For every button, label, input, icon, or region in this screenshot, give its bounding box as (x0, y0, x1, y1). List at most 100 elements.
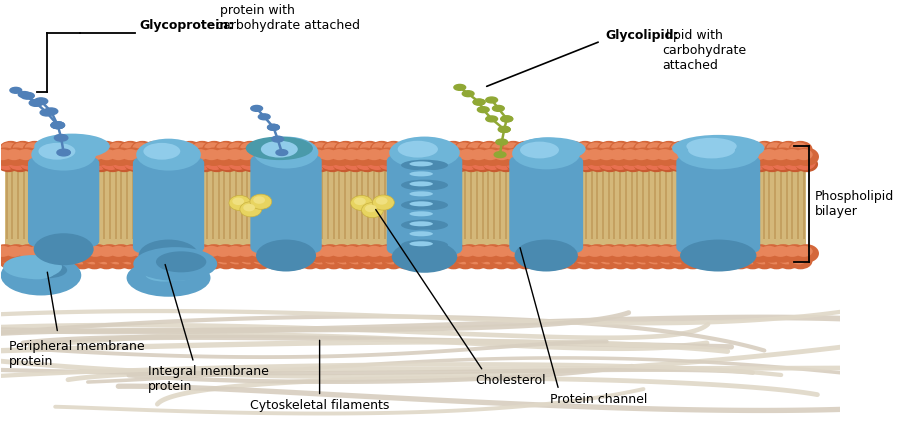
Ellipse shape (353, 149, 371, 160)
Ellipse shape (430, 253, 453, 269)
Ellipse shape (610, 246, 627, 257)
Ellipse shape (436, 155, 458, 170)
Ellipse shape (563, 149, 581, 160)
Ellipse shape (401, 180, 448, 191)
Circle shape (51, 122, 65, 128)
Ellipse shape (699, 148, 721, 163)
Ellipse shape (609, 253, 633, 269)
Ellipse shape (33, 233, 93, 265)
Ellipse shape (227, 253, 250, 269)
Ellipse shape (51, 149, 69, 160)
Ellipse shape (100, 149, 122, 165)
Ellipse shape (61, 142, 77, 153)
Ellipse shape (0, 156, 20, 172)
Ellipse shape (61, 254, 77, 264)
Ellipse shape (106, 253, 130, 269)
Ellipse shape (376, 244, 401, 263)
Ellipse shape (49, 142, 65, 153)
Ellipse shape (228, 142, 245, 153)
Ellipse shape (214, 253, 238, 269)
Ellipse shape (551, 155, 573, 170)
Ellipse shape (25, 142, 41, 153)
Ellipse shape (470, 149, 487, 160)
Ellipse shape (369, 141, 394, 157)
Ellipse shape (715, 156, 737, 172)
Circle shape (493, 105, 504, 111)
Ellipse shape (348, 254, 364, 264)
Ellipse shape (690, 155, 712, 170)
Ellipse shape (493, 246, 511, 257)
Ellipse shape (784, 156, 806, 172)
Ellipse shape (645, 141, 669, 157)
Ellipse shape (735, 149, 758, 165)
Ellipse shape (168, 148, 189, 163)
Ellipse shape (262, 141, 286, 157)
Ellipse shape (726, 156, 749, 172)
Ellipse shape (481, 149, 503, 165)
Ellipse shape (67, 156, 89, 172)
Circle shape (276, 149, 288, 156)
Ellipse shape (585, 141, 609, 157)
Ellipse shape (749, 156, 771, 172)
Ellipse shape (412, 149, 434, 165)
Ellipse shape (178, 244, 203, 263)
Ellipse shape (790, 254, 807, 264)
Ellipse shape (0, 148, 15, 163)
Ellipse shape (453, 141, 477, 157)
Ellipse shape (276, 254, 292, 264)
Ellipse shape (794, 244, 819, 263)
Ellipse shape (307, 148, 328, 163)
Ellipse shape (573, 148, 594, 163)
Ellipse shape (435, 149, 452, 160)
Ellipse shape (597, 141, 621, 157)
Ellipse shape (142, 141, 166, 157)
Ellipse shape (0, 244, 17, 263)
Ellipse shape (527, 148, 552, 166)
Ellipse shape (156, 148, 177, 163)
Ellipse shape (635, 142, 652, 153)
Ellipse shape (155, 148, 180, 166)
Ellipse shape (550, 244, 575, 263)
Ellipse shape (352, 148, 378, 166)
Ellipse shape (586, 155, 608, 170)
Ellipse shape (377, 246, 395, 257)
Ellipse shape (237, 148, 259, 163)
Ellipse shape (749, 149, 766, 160)
Ellipse shape (402, 156, 424, 172)
Ellipse shape (34, 134, 110, 159)
Ellipse shape (9, 156, 31, 172)
Ellipse shape (505, 155, 527, 170)
Ellipse shape (598, 149, 615, 160)
Ellipse shape (408, 142, 424, 153)
Ellipse shape (683, 142, 699, 153)
Ellipse shape (295, 148, 316, 163)
Ellipse shape (111, 155, 133, 170)
Ellipse shape (154, 266, 196, 281)
Ellipse shape (539, 244, 564, 263)
Ellipse shape (331, 149, 353, 165)
Ellipse shape (86, 149, 104, 160)
Ellipse shape (772, 246, 789, 257)
Ellipse shape (330, 148, 351, 163)
Ellipse shape (22, 253, 47, 269)
Ellipse shape (549, 253, 574, 269)
Circle shape (496, 139, 508, 145)
Ellipse shape (368, 156, 390, 172)
Ellipse shape (145, 142, 161, 153)
Ellipse shape (237, 246, 255, 257)
Ellipse shape (611, 254, 628, 264)
Ellipse shape (443, 254, 460, 264)
Ellipse shape (250, 149, 272, 165)
Ellipse shape (504, 149, 522, 160)
Ellipse shape (361, 203, 383, 218)
Ellipse shape (274, 253, 298, 269)
Ellipse shape (143, 148, 168, 166)
Ellipse shape (47, 253, 71, 269)
Ellipse shape (693, 141, 717, 157)
Ellipse shape (782, 148, 807, 166)
Ellipse shape (131, 148, 156, 166)
Ellipse shape (770, 148, 790, 163)
Ellipse shape (423, 244, 448, 263)
Text: Peripheral membrane
protein: Peripheral membrane protein (9, 340, 145, 368)
Ellipse shape (441, 141, 466, 157)
